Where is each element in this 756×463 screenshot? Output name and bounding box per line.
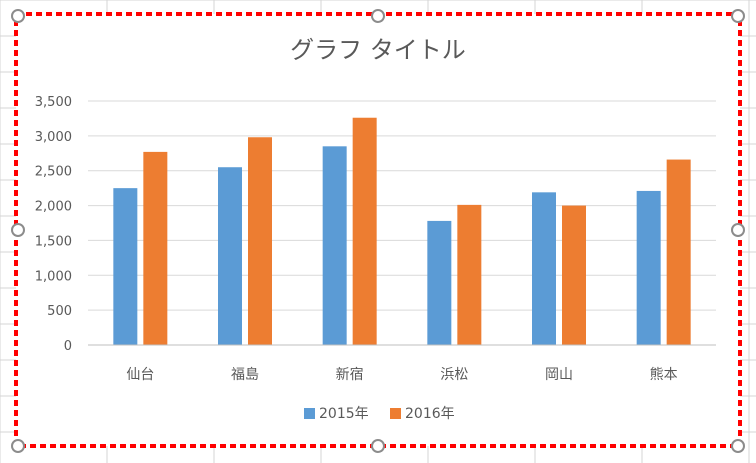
resize-handle[interactable] [371, 9, 385, 23]
bar[interactable] [562, 205, 586, 345]
bar[interactable] [666, 159, 691, 345]
bar[interactable] [636, 190, 661, 345]
legend-swatch [304, 408, 315, 419]
y-tick-label: 1,000 [35, 269, 72, 284]
resize-handles[interactable] [11, 9, 745, 453]
x-axis-labels[interactable]: 仙台 福島 新宿 浜松 岡山 熊本 [126, 366, 677, 383]
bar[interactable] [143, 151, 168, 345]
bar[interactable] [352, 117, 377, 345]
x-tick-label: 仙台 [126, 367, 154, 383]
x-tick-label: 熊本 [650, 367, 678, 383]
y-tick-label: 2,000 [35, 200, 72, 215]
y-tick-label: 3,000 [35, 130, 72, 145]
resize-handle[interactable] [731, 223, 745, 237]
bar[interactable] [427, 220, 452, 345]
bar[interactable] [322, 146, 347, 345]
y-tick-label: 1,500 [35, 234, 72, 249]
bar[interactable] [248, 137, 272, 345]
legend[interactable]: 2015年 2016年 [304, 406, 455, 422]
y-tick-label: 2,500 [35, 165, 72, 180]
x-tick-label: 福島 [231, 367, 259, 383]
gridlines [88, 100, 716, 311]
x-tick-label: 岡山 [545, 367, 573, 383]
y-tick-label: 0 [64, 339, 72, 354]
y-tick-label: 3,500 [35, 95, 72, 110]
bar[interactable] [113, 188, 138, 345]
resize-handle[interactable] [11, 223, 25, 237]
y-axis-labels[interactable]: 0 500 1,000 1,500 2,000 2,500 3,000 3,500 [35, 95, 72, 354]
resize-handle[interactable] [731, 439, 745, 453]
legend-label: 2015年 [319, 406, 369, 422]
bar[interactable] [218, 167, 242, 345]
resize-handle[interactable] [11, 439, 25, 453]
x-tick-label: 浜松 [440, 367, 468, 383]
bar[interactable] [457, 204, 482, 345]
chart-title[interactable]: グラフ タイトル [290, 36, 466, 64]
resize-handle[interactable] [11, 9, 25, 23]
legend-label: 2016年 [405, 406, 455, 422]
bar[interactable] [532, 192, 556, 345]
legend-swatch [390, 408, 401, 419]
resize-handle[interactable] [731, 9, 745, 23]
x-tick-label: 新宿 [336, 366, 364, 383]
y-tick-label: 500 [47, 304, 72, 319]
resize-handle[interactable] [371, 439, 385, 453]
plot-area[interactable] [113, 117, 691, 345]
